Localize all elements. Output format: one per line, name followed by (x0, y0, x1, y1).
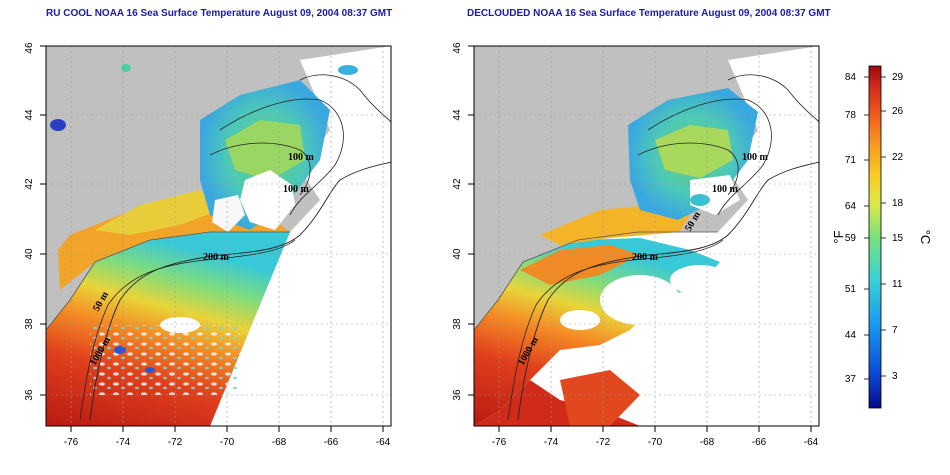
colorbar: 84 78 71 64 59 51 44 37 29 26 22 18 15 1… (831, 65, 933, 409)
y-tick-label: 36 (452, 389, 463, 401)
fahrenheit-tick-label: 71 (845, 155, 857, 166)
fahrenheit-tick-label: 37 (845, 374, 857, 385)
celsius-tick-label: 26 (892, 106, 904, 117)
y-tick-label: 44 (24, 109, 35, 121)
x-tick-label: -68 (700, 437, 715, 448)
isobath-label: 200 m (203, 252, 230, 263)
x-tick-label: -74 (544, 437, 559, 448)
fahrenheit-tick-label: 59 (845, 233, 857, 244)
fahrenheit-unit-label: °F (831, 230, 846, 243)
celsius-tick-label: 15 (892, 233, 904, 244)
celsius-tick-label: 29 (892, 72, 904, 83)
x-tick-label: -74 (116, 437, 131, 448)
isobath-label: 100 m (288, 152, 315, 163)
x-tick-label: -64 (804, 437, 819, 448)
grid-lines (46, 46, 391, 426)
colorbar-ramp (868, 65, 882, 409)
x-tick-label: -66 (752, 437, 767, 448)
fahrenheit-tick-label: 84 (845, 72, 857, 83)
celsius-unit-label: °C (918, 230, 933, 245)
y-tick-label: 40 (452, 248, 463, 260)
y-tick-label: 42 (452, 178, 463, 190)
panel-right-y-axis: 36 38 40 42 44 46 (452, 42, 474, 401)
panel-left-title: RU COOL NOAA 16 Sea Surface Temperature … (46, 8, 393, 19)
celsius-tick-label: 3 (892, 371, 898, 382)
y-tick-label: 42 (24, 178, 35, 190)
isobath-label: 100 m (742, 152, 769, 163)
x-tick-label: -64 (376, 437, 391, 448)
y-tick-label: 36 (24, 389, 35, 401)
y-tick-label: 38 (24, 318, 35, 330)
panel-left-map: 100 m 100 m 200 m 50 m 1000 m (46, 46, 391, 426)
panel-right-map: 100 m 100 m 200 m 50 m 1000 m (474, 46, 819, 426)
isobath-label: 200 m (632, 252, 659, 263)
isobath-label: 100 m (283, 184, 310, 195)
y-tick-label: 46 (24, 42, 35, 54)
isobath-200 (89, 161, 391, 421)
celsius-tick-label: 11 (892, 279, 903, 290)
panel-left-x-axis: -76 -74 -72 -70 -68 -66 -64 (64, 426, 391, 448)
x-tick-label: -70 (220, 437, 235, 448)
y-tick-label: 46 (452, 42, 463, 54)
x-tick-label: -68 (272, 437, 287, 448)
fahrenheit-tick-label: 51 (845, 284, 857, 295)
y-tick-label: 40 (24, 248, 35, 260)
panel-right-frame (473, 45, 820, 427)
panel-right-title: DECLOUDED NOAA 16 Sea Surface Temperatur… (467, 8, 831, 19)
celsius-tick-label: 22 (892, 152, 904, 163)
isobath-label: 100 m (712, 184, 739, 195)
grid-lines (474, 46, 819, 426)
panel-left-y-axis: 36 38 40 42 44 46 (24, 42, 46, 401)
x-tick-label: -72 (596, 437, 611, 448)
celsius-tick-label: 18 (892, 198, 904, 209)
x-tick-label: -70 (648, 437, 663, 448)
x-tick-label: -76 (64, 437, 79, 448)
x-tick-label: -72 (168, 437, 183, 448)
celsius-tick-label: 7 (892, 325, 898, 336)
panel-left-frame (45, 45, 392, 427)
panel-right-x-axis: -76 -74 -72 -70 -68 -66 -64 (492, 426, 819, 448)
y-tick-label: 38 (452, 318, 463, 330)
y-tick-label: 44 (452, 109, 463, 121)
fahrenheit-tick-label: 44 (845, 330, 857, 341)
isobath-200 (517, 161, 819, 421)
fahrenheit-tick-label: 64 (845, 201, 857, 212)
x-tick-label: -76 (492, 437, 507, 448)
x-tick-label: -66 (324, 437, 339, 448)
fahrenheit-tick-label: 78 (845, 110, 857, 121)
